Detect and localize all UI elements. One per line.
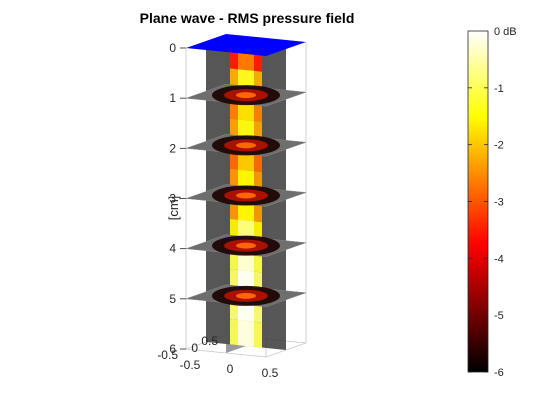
colorbar-tick-label: -4 (494, 253, 504, 265)
beam-core-segment (238, 320, 254, 347)
source-plane (186, 34, 306, 56)
colorbar-tick-label: -3 (494, 197, 504, 209)
depth-slices (185, 83, 307, 308)
colorbar-tick-label: -2 (494, 140, 504, 152)
y-tick-label: 0.5 (201, 334, 218, 348)
slice-core (236, 142, 256, 149)
colorbar-tick-label: -5 (494, 310, 504, 322)
z-tick-label: 4 (169, 242, 176, 256)
x-axis-ticks: -0.5 0 0.5 (180, 358, 279, 380)
x-tick-label: -0.5 (180, 358, 201, 372)
colorbar-top-label: 0 dB (494, 26, 517, 38)
y-tick-label: 0 (191, 341, 198, 355)
z-axis-ticks: 0 1 2 3 4 5 6 (169, 41, 186, 356)
z-tick-label: 2 (169, 141, 176, 155)
y-axis-ticks: -0.5 0 0.5 (157, 334, 218, 362)
z-tick-label: 5 (169, 292, 176, 306)
x-tick-label: 0.5 (262, 366, 279, 380)
y-tick-label: -0.5 (157, 348, 178, 362)
slice-core (236, 92, 256, 99)
z-tick-label: 1 (169, 91, 176, 105)
colorbar-ticks: -1 -2 -3 -4 -5 -6 (468, 83, 504, 379)
chart-title: Plane wave - RMS pressure field (140, 10, 355, 26)
slice-core (236, 192, 256, 199)
colorbar: 0 dB -1 -2 -3 -4 -5 -6 (467, 26, 517, 379)
z-tick-label: 6 (169, 342, 176, 356)
z-axis-label: [cm] (166, 196, 181, 221)
x-tick-label: 0 (227, 362, 234, 376)
z-tick-label: 3 (169, 192, 176, 206)
colorbar-tick-label: -1 (494, 83, 504, 95)
z-tick-label: 0 (169, 41, 176, 55)
slice-core (236, 292, 256, 299)
slice-core (236, 242, 256, 249)
colorbar-tick-label: -6 (494, 367, 504, 379)
